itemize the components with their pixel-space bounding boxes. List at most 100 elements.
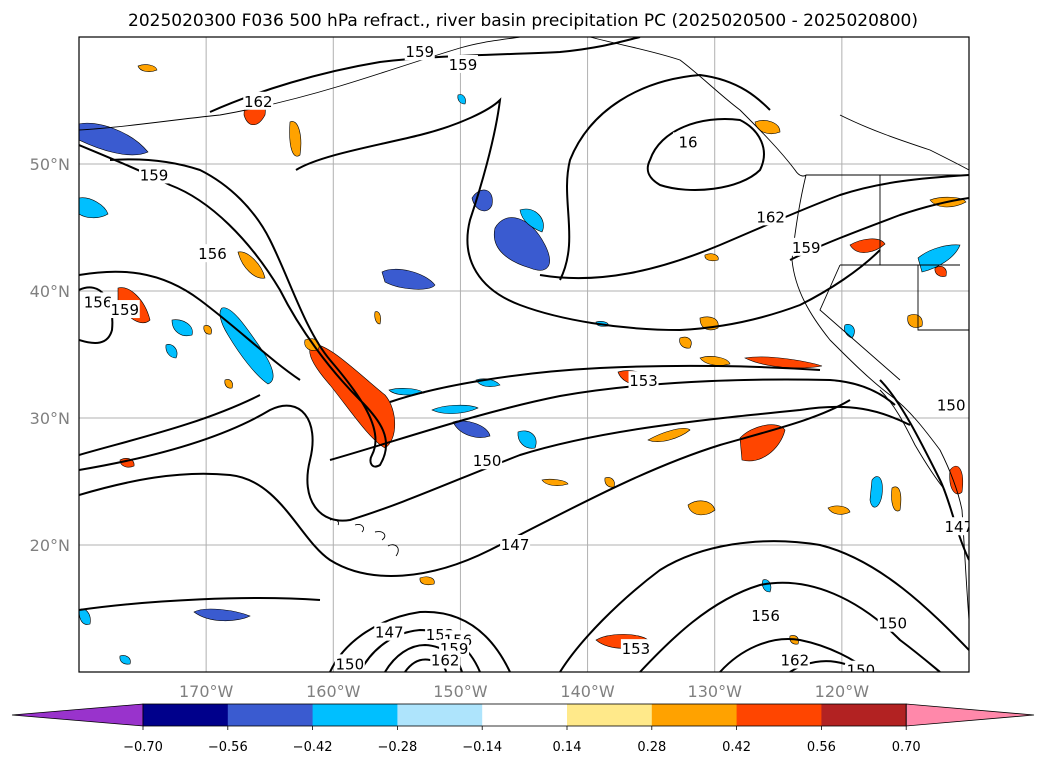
map-title: 2025020300 F036 500 hPa refract., river … [128,11,918,31]
contour-label-bg [628,371,659,390]
contour-label: 162 [244,93,273,111]
negative-area [519,208,544,233]
positive-area [704,253,719,262]
contour-label: 162 [431,652,460,670]
contour-label: 150 [937,396,966,414]
contour-label: 16 [678,133,697,151]
colorbar [11,703,1035,727]
negative-area [517,430,537,449]
lon-tick-label: 120°W [815,682,870,701]
contour-label-bg [430,650,461,669]
contour-label-bg [750,606,781,625]
colorbar-frame [142,703,907,727]
positive-area [419,576,435,586]
contour-label-bg [472,451,503,470]
positive-area [739,424,786,462]
contour-label: 159 [792,239,821,257]
colorbar-tick-label: −0.28 [377,740,417,755]
contour-label-bg [83,292,114,311]
contour-159-north [209,37,641,113]
lon-tick-label: 140°W [560,682,615,701]
lat-tick-label: 20°N [30,536,70,555]
positive-area [934,266,947,277]
lat-tick-label: 30°N [30,409,70,428]
longitude-labels: 170°W 160°W 150°W 140°W 130°W 120°W [179,682,869,701]
map-background [79,37,969,672]
negative-area [493,217,550,271]
contour-label-bg [673,132,704,151]
positive-area [647,428,691,442]
negative-area [171,319,193,337]
contour-labels: 1591591621615915615615916215915315015014… [83,42,969,673]
colorbar-bin [736,704,822,726]
state-border [819,175,969,381]
contour-label: 156 [751,607,780,625]
contour-label: 147 [501,536,530,554]
colorbar-tick-label: 0.56 [807,740,836,755]
contour-southeast-3 [719,638,871,672]
contour-label-bg [139,165,170,184]
lon-tick-label: 150°W [433,682,488,701]
colorbar-tick-label: −0.14 [462,740,502,755]
contour-label-bg [404,42,435,61]
colorbar-tick-label: 0.14 [553,740,582,755]
positive-area [891,486,902,512]
contour-south-high-1 [329,610,511,672]
contour-label: 150 [473,452,502,470]
colorbar-tick-label: −0.42 [293,740,333,755]
colorbar-bin [821,704,907,726]
contour-label-bg [447,54,478,73]
contour-label-bg [197,244,228,263]
negative-area [119,655,131,665]
colorbar-tick-label: 0.28 [637,740,666,755]
contour-147 [79,399,851,578]
contour-label: 159 [405,43,434,61]
latitude-labels: 50°N 40°N 30°N 20°N [30,155,70,555]
contour-label: 150 [335,655,364,673]
negative-area [79,122,149,156]
map-content: 1591591621615915615615916215915315015014… [79,37,969,673]
lat-tick-label: 50°N [30,155,70,174]
positive-area [203,325,212,335]
contour-southeast-1 [559,540,969,672]
contour-label-bg [374,622,405,641]
aleutian-islands [79,37,521,131]
colorbar-tick-labels: −0.70 −0.56 −0.42 −0.28 −0.14 0.14 0.28 0.42 0.5… [123,726,921,755]
precip-shading [79,64,967,665]
colorbar-tick-label: −0.56 [208,740,248,755]
contour-162-ridge [559,73,771,281]
contour-label-bg [620,639,651,658]
refractivity-contours [79,37,969,672]
colorbar-under-extension [11,703,144,727]
contour-label-bg [791,237,822,256]
contour-southwest [79,597,321,611]
colorbar-over-extension [905,703,1035,727]
colorbar-tick-label: 0.42 [722,740,751,755]
contour-trough-east [295,97,881,332]
contour-label-bg [845,660,876,672]
positive-area [224,379,233,389]
contour-label-bg [755,207,786,226]
positive-area [907,314,923,328]
colorbar-bin [651,704,738,726]
contour-label-bg [243,91,274,110]
contour-150-upper [79,394,261,456]
lon-tick-label: 170°W [179,682,234,701]
positive-area [744,356,823,369]
negative-area [79,197,109,219]
contour-label: 159 [449,56,478,74]
baja-california [879,389,946,491]
contour-150 [79,404,911,522]
positive-area [687,500,716,516]
contour-southeast-4 [789,660,846,672]
contour-west-closed [79,286,114,344]
negative-area [452,420,491,438]
contour-label: 153 [629,372,658,390]
contour-label: 156 [198,245,227,263]
negative-area [381,268,436,290]
colorbar-bin [227,704,314,726]
contour-label-bg [779,650,810,669]
lat-tick-label: 40°N [30,282,70,301]
positive-area [699,356,731,366]
colorbar-bin [567,704,653,726]
